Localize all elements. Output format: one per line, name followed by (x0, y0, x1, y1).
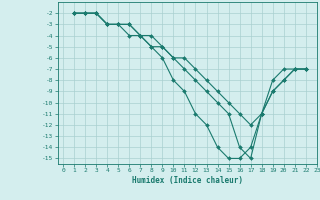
X-axis label: Humidex (Indice chaleur): Humidex (Indice chaleur) (132, 176, 243, 185)
